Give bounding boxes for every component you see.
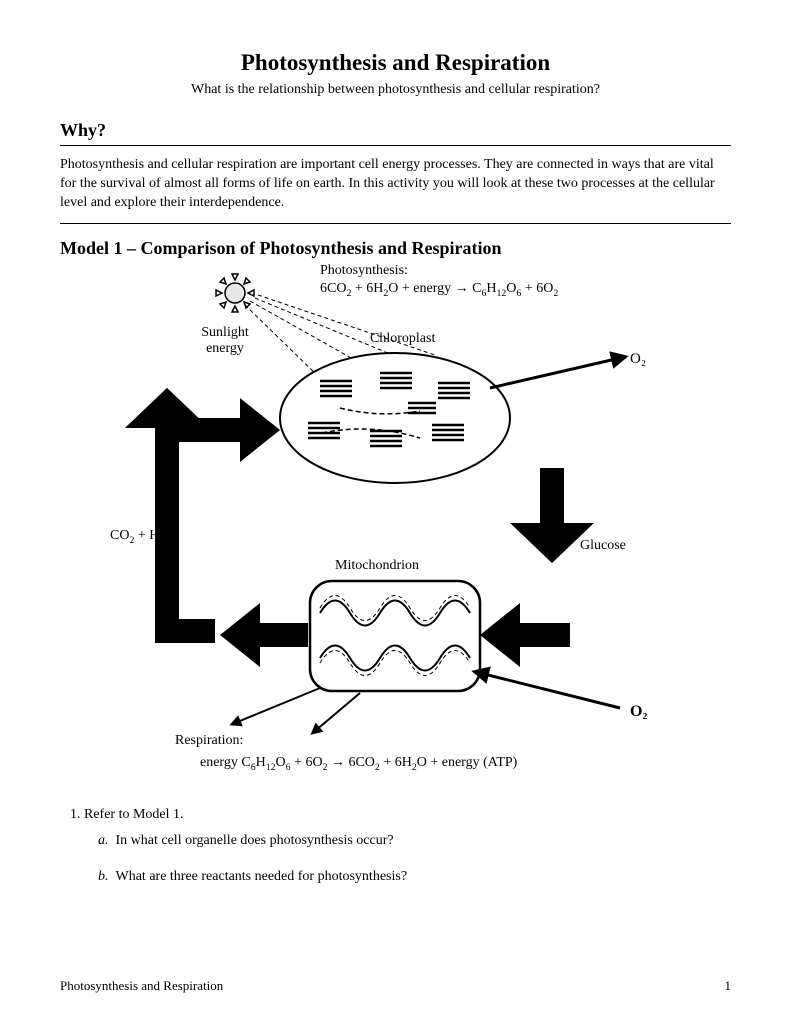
photosynthesis-equation: 6CO2 + 6H2O + energy → C6H12O6 + 6O2 bbox=[320, 281, 558, 299]
glucose-label: Glucose bbox=[580, 538, 626, 554]
page-title: Photosynthesis and Respiration bbox=[60, 50, 731, 76]
question-1: 1. Refer to Model 1. bbox=[88, 807, 731, 823]
arrow-co2-to-chloro-upper bbox=[125, 388, 209, 521]
footer-left: Photosynthesis and Respiration bbox=[60, 978, 223, 994]
o2-label-bottom: O₂ bbox=[630, 703, 647, 721]
question-1b: b. What are three reactants needed for p… bbox=[116, 869, 731, 885]
model-diagram: Photosynthesis: 6CO2 + 6H2O + energy → C… bbox=[60, 263, 731, 803]
mitochondrion-label: Mitochondrion bbox=[335, 558, 419, 574]
why-heading: Why? bbox=[60, 120, 731, 141]
arrow-into-chloro bbox=[179, 398, 280, 462]
sunlight-label: Sunlightenergy bbox=[190, 325, 260, 357]
page-subtitle: What is the relationship between photosy… bbox=[60, 82, 731, 98]
co2-h2o-label: CO2 + H2O bbox=[110, 528, 174, 546]
chloroplast-icon bbox=[280, 353, 510, 483]
respiration-equation: energy C6H12O6 + 6O2 → 6CO2 + 6H2O + ene… bbox=[200, 755, 517, 773]
divider bbox=[60, 145, 731, 146]
arrow-mito-out-1 bbox=[235, 688, 320, 723]
arrow-o2-in bbox=[480, 673, 620, 708]
divider bbox=[60, 223, 731, 224]
respiration-label: Respiration: bbox=[175, 733, 243, 749]
sun-icon bbox=[216, 274, 254, 312]
o2-label-top: O₂ bbox=[630, 351, 646, 368]
intro-paragraph: Photosynthesis and cellular respiration … bbox=[60, 156, 731, 213]
chloroplast-label: Chloroplast bbox=[370, 331, 435, 347]
mitochondrion-icon bbox=[310, 581, 480, 691]
model-heading: Model 1 – Comparison of Photosynthesis a… bbox=[60, 238, 731, 259]
arrow-o2-out bbox=[490, 358, 620, 388]
page-footer: Photosynthesis and Respiration 1 bbox=[60, 978, 731, 994]
questions-block: 1. Refer to Model 1. a. In what cell org… bbox=[60, 807, 731, 885]
question-1a: a. In what cell organelle does photosynt… bbox=[116, 833, 731, 849]
footer-page-number: 1 bbox=[725, 978, 732, 994]
arrow-mito-out-2 bbox=[315, 693, 360, 731]
arrow-mito-to-co2 bbox=[220, 603, 308, 667]
arrow-glucose-to-mito bbox=[480, 603, 570, 667]
photosynthesis-label: Photosynthesis: bbox=[320, 263, 408, 279]
